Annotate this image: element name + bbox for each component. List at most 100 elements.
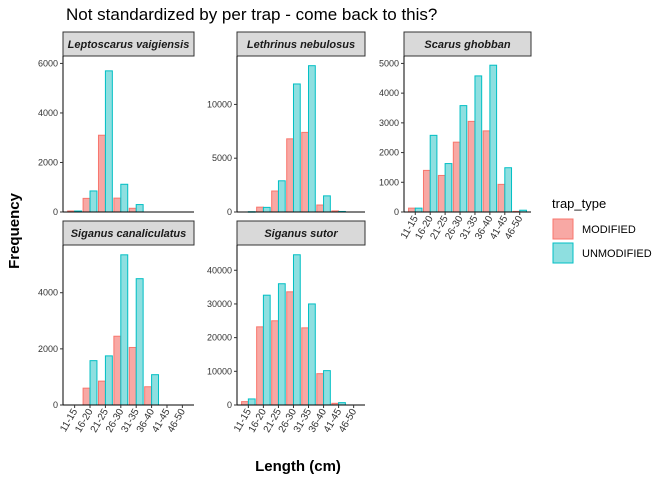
bar-unmodified xyxy=(262,206,271,213)
facet-strip-label: Siganus canaliculatus xyxy=(71,228,187,240)
y-tick-label: 2000 xyxy=(38,344,58,354)
bar-modified xyxy=(256,326,264,406)
bar-modified xyxy=(97,380,106,406)
bar-unmodified xyxy=(277,180,286,213)
bar-unmodified xyxy=(247,398,256,406)
y-tick-label: 5000 xyxy=(379,58,399,68)
legend-key-unmodified xyxy=(552,242,574,264)
bar-modified xyxy=(301,131,310,213)
y-axis-title: Frequency xyxy=(6,192,23,269)
y-tick-label: 4000 xyxy=(379,88,399,98)
bar-unmodified xyxy=(135,204,144,213)
facet-panel: Lethrinus nebulosus 0 5000 10000 xyxy=(207,31,366,217)
chart-title: Not standardized by per trap - come back… xyxy=(66,5,437,24)
bar-unmodified xyxy=(323,370,331,406)
bar-unmodified xyxy=(151,374,160,406)
y-tick-label: 40000 xyxy=(207,265,232,275)
bar-modified xyxy=(128,346,137,406)
bar-unmodified xyxy=(444,163,453,213)
bar-unmodified xyxy=(504,167,513,213)
bar-modified xyxy=(316,373,325,406)
bar-modified xyxy=(256,206,264,213)
x-axis-title: Length (cm) xyxy=(255,458,341,475)
facet-strip xyxy=(403,31,532,57)
bar-unmodified xyxy=(489,64,498,213)
y-tick-label: 10000 xyxy=(207,99,232,109)
facet-strip xyxy=(62,220,195,246)
bar-modified xyxy=(271,320,279,406)
facet-panel: Siganus canaliculatus02000400011-1516-20… xyxy=(38,220,195,435)
bar-modified xyxy=(82,197,91,213)
bar-unmodified xyxy=(262,294,271,406)
legend-label: UNMODIFIED xyxy=(582,248,652,260)
y-tick-label: 3000 xyxy=(379,118,399,128)
bar-modified xyxy=(452,141,461,213)
legend-label: MODIFIED xyxy=(582,224,636,236)
y-tick-label: 4000 xyxy=(38,288,58,298)
bar-unmodified xyxy=(308,65,316,213)
y-tick-label: 30000 xyxy=(207,299,232,309)
facet-strip xyxy=(236,31,366,57)
bar-modified xyxy=(286,291,294,406)
bar-unmodified xyxy=(308,303,316,406)
bar-modified xyxy=(301,327,310,406)
bar-unmodified xyxy=(89,190,98,213)
y-tick-label: 6000 xyxy=(38,58,58,68)
bar-modified xyxy=(437,174,446,213)
facet-strip xyxy=(236,220,366,246)
bar-modified xyxy=(113,197,122,213)
bar-unmodified xyxy=(414,207,423,213)
y-tick-label: 0 xyxy=(227,400,232,410)
bar-modified xyxy=(316,204,325,213)
bar-unmodified xyxy=(292,254,301,406)
bar-unmodified xyxy=(120,254,129,406)
bar-modified xyxy=(286,138,294,213)
facet-strip xyxy=(62,31,195,57)
bar-modified xyxy=(97,134,106,213)
bar-modified xyxy=(482,130,491,213)
bar-modified xyxy=(128,207,137,213)
bar-unmodified xyxy=(459,105,468,213)
legend: trap_type MODIFIED UNMODIFIED xyxy=(552,196,652,264)
y-tick-label: 20000 xyxy=(207,333,232,343)
facet-panel: Siganus sutor01000020000300004000011-151… xyxy=(207,220,366,435)
bar-modified xyxy=(467,120,476,213)
y-tick-label: 1000 xyxy=(379,177,399,187)
bar-modified xyxy=(422,169,431,213)
y-tick-label: 5000 xyxy=(212,153,232,163)
bar-unmodified xyxy=(104,70,113,213)
bar-unmodified xyxy=(135,278,144,406)
bar-unmodified xyxy=(277,283,286,406)
facet-panels: Leptoscarus vaigiensis 0 2000 4000 6000 Lethr… xyxy=(38,31,532,435)
facet-strip-label: Lethrinus nebulosus xyxy=(247,39,355,51)
bar-modified xyxy=(408,207,416,213)
bar-unmodified xyxy=(104,355,113,406)
facet-strip-label: Siganus sutor xyxy=(264,228,338,240)
y-tick-label: 2000 xyxy=(379,148,399,158)
bar-modified xyxy=(144,386,153,406)
bar-modified xyxy=(113,335,122,406)
y-tick-label: 10000 xyxy=(207,366,232,376)
bar-modified xyxy=(82,387,91,406)
legend-title: trap_type xyxy=(552,196,606,211)
facet-strip-label: Scarus ghobban xyxy=(424,39,510,51)
bar-modified xyxy=(271,190,279,213)
y-tick-label: 0 xyxy=(227,207,232,217)
y-tick-label: 0 xyxy=(53,207,58,217)
bar-unmodified xyxy=(323,195,331,213)
legend-key-modified xyxy=(552,218,574,240)
y-tick-label: 4000 xyxy=(38,108,58,118)
bar-unmodified xyxy=(120,183,129,213)
bar-unmodified xyxy=(292,83,301,213)
bar-unmodified xyxy=(429,134,438,213)
bar-modified xyxy=(497,183,506,213)
facet-strip-label: Leptoscarus vaigiensis xyxy=(68,39,190,51)
facet-panel: Scarus ghobban01000200030004000500011-15… xyxy=(379,31,532,242)
bar-unmodified xyxy=(474,75,483,213)
y-tick-label: 0 xyxy=(394,207,399,217)
bar-unmodified xyxy=(89,360,98,406)
facet-panel: Leptoscarus vaigiensis 0 2000 4000 6000 xyxy=(38,31,195,217)
bar-modified xyxy=(241,401,249,406)
y-tick-label: 0 xyxy=(53,400,58,410)
